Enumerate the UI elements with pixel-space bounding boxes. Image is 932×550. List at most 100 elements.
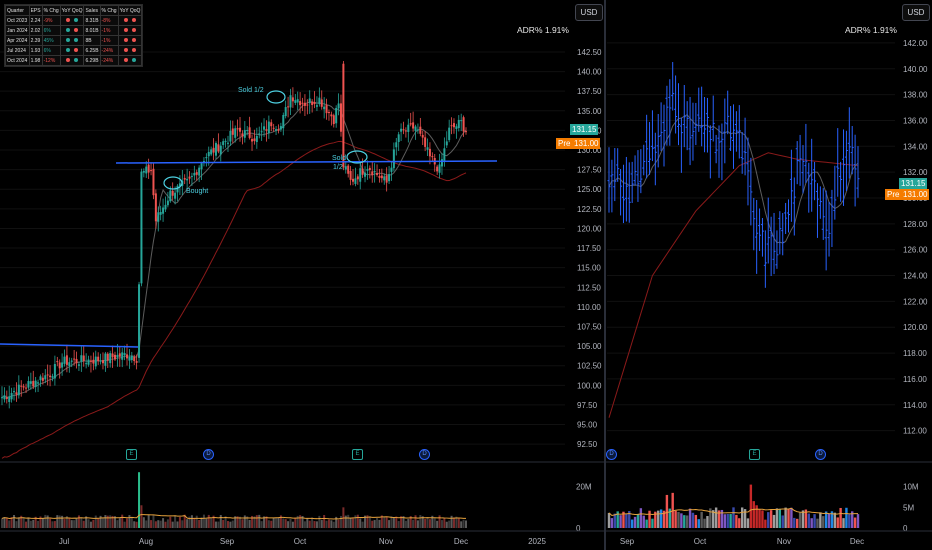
left-price-axis[interactable]: 92.50 95.00 97.50 100.00 102.50 105.00 107.50 1… (577, 48, 602, 449)
candle-down (462, 117, 465, 132)
sales-cell: 6.29B (83, 55, 101, 66)
candle-up (258, 133, 261, 135)
candle-down (58, 362, 61, 369)
volume-bar (111, 515, 114, 528)
volume-bar (46, 515, 49, 528)
volume-bar (465, 520, 467, 528)
price-tick-label: 102.50 (577, 362, 602, 371)
right-currency-button[interactable]: USD (902, 4, 930, 21)
candle-up (128, 356, 131, 361)
volume-bar (683, 515, 686, 528)
earnings-row: Jul 2024 1.93 6% 6.25B -24% (5, 45, 143, 56)
volume-bar (85, 516, 88, 528)
volume-bar (299, 515, 302, 528)
candle-up (99, 360, 102, 362)
volume-bar (202, 514, 205, 528)
volume-bar (659, 509, 663, 528)
candle-up (344, 166, 347, 170)
volume-bar (674, 510, 677, 528)
price-tick-label: 105.00 (577, 342, 602, 351)
candle-down (212, 147, 215, 153)
price-tick-label: 127.50 (577, 166, 602, 175)
right-pre-price-tag: 131.00 (901, 189, 930, 200)
left-time-axis[interactable]: Jul Aug Sep Oct Nov Dec 2025 (59, 537, 547, 546)
price-tick-label: 124.00 (903, 272, 928, 281)
price-tick-label: 140.00 (903, 65, 928, 74)
volume-bar (313, 521, 316, 528)
price-tick-label: 117.50 (577, 244, 601, 253)
volume-bar (178, 516, 181, 528)
volume-bar (291, 521, 294, 528)
price-tick-label: 142.50 (577, 48, 602, 57)
volume-bar (767, 512, 770, 528)
candle-down (301, 102, 304, 104)
volume-bar (833, 512, 837, 528)
earnings-event-marker[interactable]: E (126, 449, 137, 460)
candle-up (260, 131, 263, 133)
volume-bar (778, 508, 782, 528)
volume-bar (1, 518, 3, 528)
candle-up (448, 127, 451, 141)
earnings-event-marker[interactable]: E (352, 449, 363, 460)
candle-down (82, 355, 85, 361)
sales-change-cell: -1% (99, 35, 119, 46)
candle-down (380, 175, 383, 179)
candle-up (94, 356, 97, 367)
status-dot-red (131, 47, 136, 52)
price-tick-label: 142.00 (903, 39, 928, 48)
volume-bar (13, 515, 16, 528)
left-currency-button[interactable]: USD (575, 4, 603, 21)
dividend-event-marker[interactable]: D (606, 449, 617, 460)
volume-bar (839, 507, 842, 528)
volume-bar (53, 521, 56, 528)
volume-bar (77, 515, 80, 528)
volume-bar (412, 519, 415, 528)
volume-bar (339, 515, 342, 528)
left-volume-moving-average (1, 514, 467, 520)
candle-up (407, 124, 410, 132)
candle-up (397, 134, 400, 143)
candle-down (5, 397, 8, 399)
volume-bar (645, 519, 648, 528)
volume-bar (688, 508, 692, 528)
candle-down (371, 171, 374, 176)
volume-bar (311, 517, 314, 528)
volume-bar (255, 515, 258, 528)
candle-up (457, 119, 460, 129)
volume-bar (616, 511, 619, 528)
base-trendline-lower[interactable] (0, 343, 139, 348)
candle-up (61, 362, 64, 368)
earnings-row: Oct 2023 2.24 -9% 8.31B -8% (5, 15, 143, 26)
volume-bar (73, 520, 76, 528)
dividend-event-marker[interactable]: D (203, 449, 214, 460)
right-time-axis[interactable]: Sep Oct Nov Dec (620, 537, 864, 546)
volume-bar (706, 516, 709, 528)
eps-change-cell: 6% (41, 45, 61, 56)
dividend-event-marker[interactable]: D (815, 449, 826, 460)
breakout-trendline-upper[interactable] (115, 160, 498, 164)
volume-bar (327, 519, 330, 528)
candle-down (171, 190, 174, 196)
sales-yoy-qoq-cell (117, 25, 143, 36)
candle-down (195, 172, 198, 175)
dividend-event-marker[interactable]: D (419, 449, 430, 460)
volume-bar (732, 507, 735, 528)
eps-cell: 2.24 (28, 15, 43, 26)
quarter-cell: Oct 2024 (5, 55, 30, 66)
earnings-event-marker[interactable]: E (749, 449, 760, 460)
candle-up (440, 159, 443, 167)
volume-bar (819, 512, 822, 528)
volume-bar (224, 516, 227, 528)
status-dot-green (66, 27, 71, 32)
right-price-axis[interactable]: 112.00 114.00 116.00 118.00 120.00 122.00 124.… (903, 39, 928, 436)
volume-bar (366, 515, 369, 528)
price-tick-label: 132.00 (903, 168, 928, 177)
volume-bar (229, 521, 232, 528)
volume-bar (162, 518, 165, 528)
candle-down (154, 193, 157, 222)
price-tick-label: 97.50 (577, 401, 598, 410)
volume-bar (409, 516, 412, 528)
volume-bar (241, 519, 244, 528)
volume-bar (359, 518, 362, 528)
